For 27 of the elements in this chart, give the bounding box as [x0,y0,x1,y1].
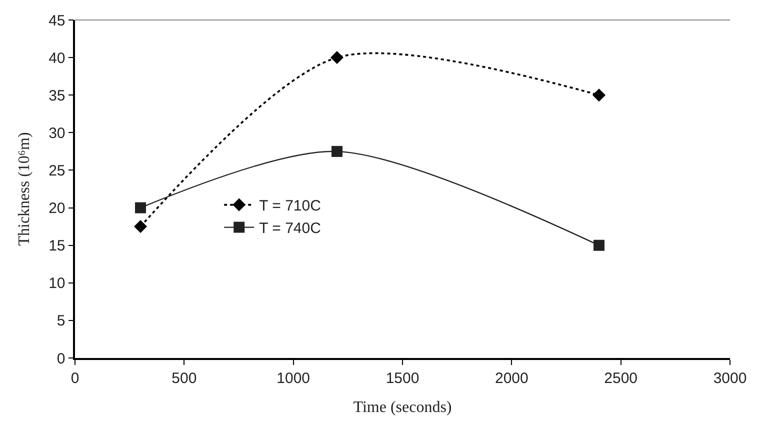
x-tick-label: 1500 [386,370,420,387]
y-tick-label: 40 [48,50,66,67]
y-tick-label: 25 [48,162,66,180]
y-tick-label: 15 [48,238,66,255]
point [330,51,344,64]
y-tick-label: 35 [48,87,66,104]
y-tick-label: 45 [48,12,66,30]
y-tick-label: 5 [56,312,66,330]
y-tick-label: 0 [56,350,66,368]
point [134,220,147,234]
y-axis-title: Thickness (10⁶m) [16,132,33,246]
legend-label: T = 740C [259,220,322,238]
x-tick-label: 0 [70,370,80,387]
x-tick-label: 500 [172,370,197,387]
y-tick-label: 30 [48,124,66,142]
y-tick-label: 20 [48,200,66,218]
x-tick-label: 2000 [494,370,528,387]
point [594,240,604,251]
point [135,202,146,214]
legend-label: T = 710C [259,198,322,215]
y-tick-label: 10 [48,275,66,292]
x-axis-title: Time (seconds) [353,398,452,416]
point [332,146,342,157]
x-tick-label: 2500 [604,370,638,387]
point [592,88,606,102]
x-tick-label: 3000 [713,370,747,387]
x-tick-label: 1000 [276,370,310,387]
